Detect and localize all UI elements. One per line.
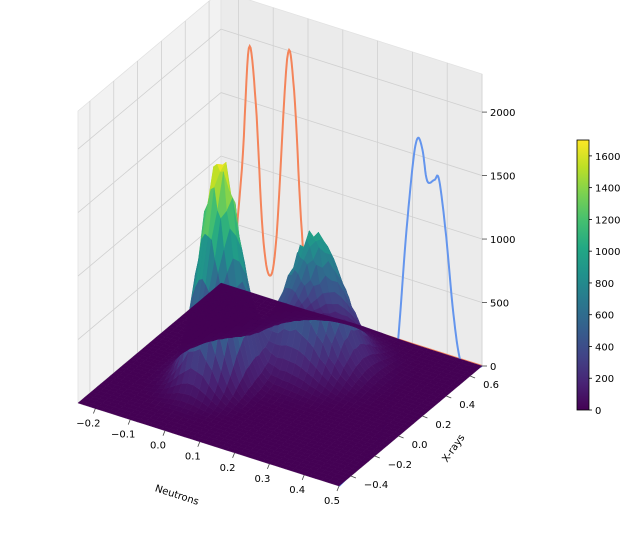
x-tick-label: −0.1 [111, 430, 135, 441]
y-tick [470, 376, 475, 378]
x-tick-label: 0.5 [324, 496, 340, 507]
colorbar-tick-label: 1000 [595, 247, 620, 258]
x-tick-label: 0.0 [150, 441, 166, 452]
y-tick [375, 456, 380, 458]
colorbar-tick-label: 1400 [595, 184, 620, 195]
x-axis-label: Neutrons [153, 483, 200, 508]
colorbar-tick-label: 400 [595, 342, 614, 353]
z-tick-label: 2000 [490, 108, 515, 119]
x-tick [337, 486, 339, 491]
colorbar-tick-label: 200 [595, 374, 614, 385]
z-tick-label: 1000 [490, 235, 515, 246]
x-tick [198, 442, 200, 447]
y-tick-label: 0.0 [412, 440, 428, 451]
x-tick [233, 453, 235, 458]
colorbar-tick-label: 0 [595, 406, 601, 417]
colorbar-gradient [577, 140, 589, 410]
x-tick-label: 0.2 [220, 463, 236, 474]
colorbar-tick-label: 1600 [595, 152, 620, 163]
x-tick-label: 0.3 [254, 474, 270, 485]
x-tick [128, 420, 130, 425]
colorbar-tick-label: 600 [595, 311, 614, 322]
y-tick-label: −0.2 [388, 460, 412, 471]
y-tick [351, 476, 356, 478]
y-tick [446, 396, 451, 398]
y-axis-label: X-rays [440, 433, 467, 465]
x-tick-label: −0.2 [76, 419, 100, 430]
x-tick-label: 0.4 [289, 485, 305, 496]
y-tick [399, 436, 404, 438]
x-tick [163, 431, 165, 436]
x-tick-label: 0.1 [185, 452, 201, 463]
z-tick-label: 500 [490, 299, 509, 310]
colorbar: 0 200 400 600 800 1000 1200 1400 1600 [577, 140, 620, 417]
y-tick [422, 416, 427, 418]
x-tick [267, 464, 269, 469]
y-tick-label: 0.4 [459, 400, 475, 411]
z-tick-label: 1500 [490, 172, 515, 183]
x-tick [93, 409, 95, 414]
x-tick [302, 475, 304, 480]
colorbar-tick-label: 1200 [595, 215, 620, 226]
y-tick-label: −0.4 [364, 480, 388, 491]
y-tick-label: 0.6 [483, 380, 499, 391]
y-tick-label: 0.2 [435, 420, 451, 431]
colorbar-tick-label: 800 [595, 279, 614, 290]
z-tick-label: 0 [490, 362, 496, 373]
